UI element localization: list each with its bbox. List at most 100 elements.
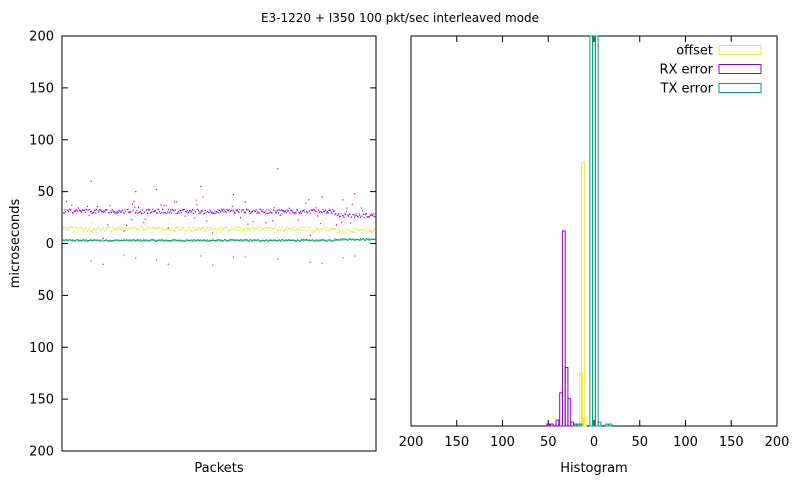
data-point	[100, 229, 102, 231]
data-point	[199, 210, 201, 213]
data-point	[255, 240, 257, 242]
data-point	[333, 210, 335, 212]
data-point	[120, 239, 121, 242]
data-point	[161, 239, 163, 241]
data-point	[335, 239, 337, 241]
data-point	[331, 240, 333, 242]
data-point	[327, 240, 328, 242]
data-point	[122, 228, 124, 230]
data-point	[173, 230, 175, 232]
data-point	[113, 211, 115, 213]
data-point	[206, 220, 208, 222]
data-point	[264, 240, 265, 242]
data-point	[200, 185, 202, 188]
data-point	[242, 209, 244, 211]
data-point	[248, 209, 250, 211]
data-point	[109, 239, 111, 241]
data-point	[292, 212, 294, 214]
data-point	[93, 211, 94, 214]
data-point	[248, 227, 250, 230]
data-point	[133, 200, 135, 203]
data-point	[273, 227, 274, 229]
data-point	[271, 239, 273, 241]
data-point	[327, 226, 328, 228]
data-point	[318, 239, 319, 242]
data-point	[341, 239, 343, 241]
data-point	[284, 211, 286, 213]
data-point	[213, 239, 214, 241]
data-point	[239, 240, 241, 242]
data-point	[327, 239, 329, 241]
data-point	[205, 240, 207, 242]
data-point	[297, 209, 298, 211]
data-point	[318, 211, 320, 214]
data-point	[117, 211, 118, 213]
data-point	[254, 210, 256, 212]
data-point	[234, 239, 236, 241]
data-point	[299, 240, 301, 242]
data-point	[204, 229, 206, 231]
data-point	[297, 228, 298, 230]
data-point	[175, 227, 177, 229]
data-point	[68, 226, 70, 228]
data-point	[264, 210, 266, 212]
data-point	[213, 212, 215, 215]
data-point	[291, 239, 292, 242]
data-point	[105, 239, 106, 242]
data-point	[338, 229, 340, 231]
data-point	[92, 231, 94, 233]
data-point	[269, 229, 271, 232]
data-point	[243, 209, 244, 211]
data-point	[200, 239, 202, 241]
data-point	[222, 240, 223, 242]
data-point	[135, 226, 136, 228]
data-point	[285, 239, 286, 241]
data-point	[260, 240, 262, 242]
data-point	[213, 212, 214, 214]
data-point	[183, 230, 185, 232]
data-point	[207, 240, 209, 242]
data-point	[216, 239, 217, 241]
data-point	[370, 214, 372, 217]
data-point	[250, 211, 252, 213]
data-point	[72, 211, 73, 214]
data-point	[101, 239, 103, 242]
data-point	[265, 239, 267, 241]
data-point	[132, 239, 134, 241]
data-point	[140, 225, 142, 227]
data-point	[75, 240, 76, 242]
data-point	[277, 168, 279, 170]
data-point	[325, 239, 327, 241]
data-point	[221, 240, 223, 242]
data-point	[345, 238, 347, 241]
data-point	[126, 229, 128, 231]
data-point	[306, 212, 308, 214]
data-point	[279, 226, 280, 228]
data-point	[350, 232, 352, 234]
data-point	[297, 239, 298, 241]
data-point	[358, 239, 360, 241]
data-point	[94, 239, 96, 241]
data-point	[294, 240, 296, 242]
data-point	[325, 210, 327, 212]
data-point	[184, 232, 186, 234]
data-point	[229, 229, 231, 231]
data-point	[272, 240, 274, 242]
data-point	[315, 229, 317, 231]
data-point	[66, 239, 68, 241]
data-point	[69, 228, 70, 231]
data-point	[285, 227, 286, 230]
data-point	[333, 239, 334, 241]
data-point	[144, 239, 146, 241]
data-point	[75, 209, 77, 211]
data-point	[171, 240, 172, 242]
data-point	[314, 239, 316, 241]
data-point	[329, 229, 331, 231]
data-point	[300, 238, 302, 241]
histogram-bar	[572, 423, 577, 427]
data-point	[65, 238, 67, 241]
data-point	[84, 228, 85, 230]
data-point	[236, 210, 238, 212]
data-point	[228, 209, 230, 211]
data-point	[178, 240, 180, 242]
